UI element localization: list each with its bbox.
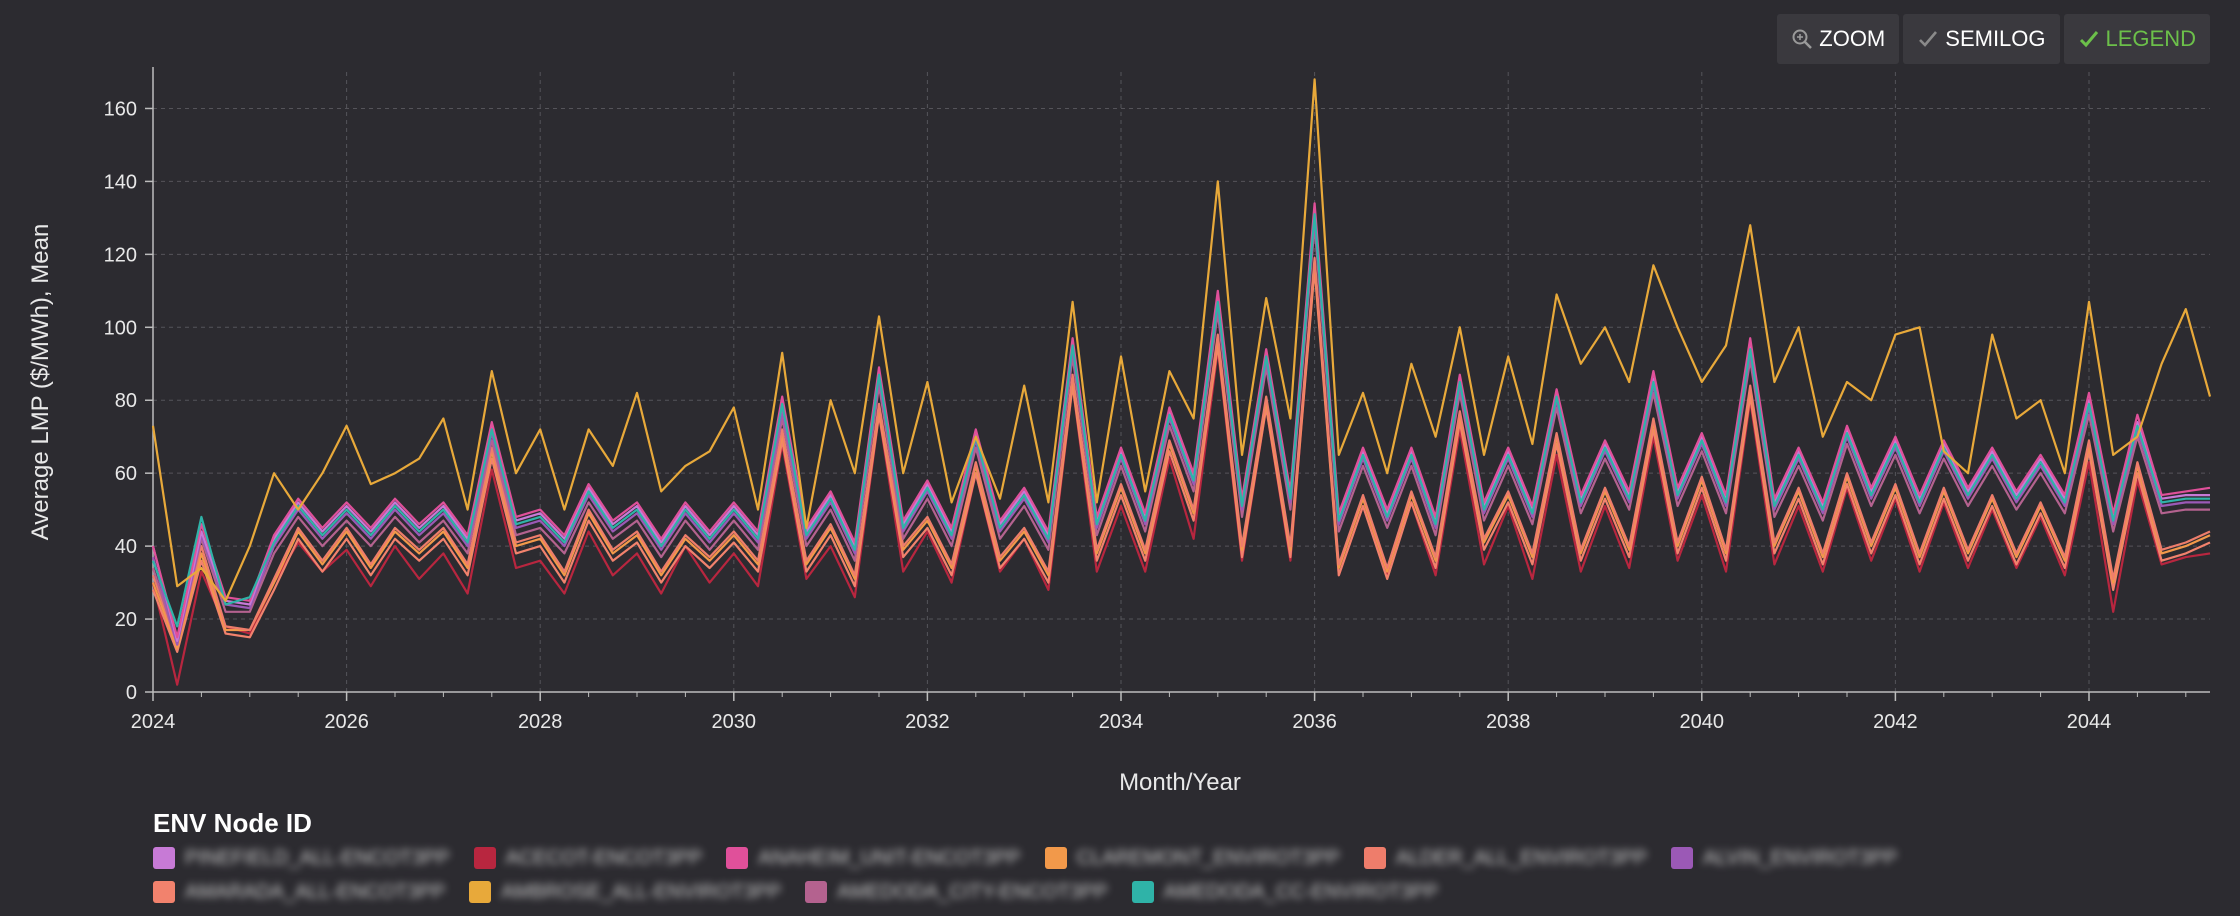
x-tick-label: 2024 xyxy=(131,711,176,733)
x-tick-label: 2030 xyxy=(712,711,757,733)
legend-item-label: ANAHEIM_UNIT-ENCOT3PP xyxy=(758,846,1021,869)
y-tick-label: 80 xyxy=(115,390,137,412)
legend-swatch xyxy=(1131,881,1154,903)
semilog-label: SEMILOG xyxy=(1945,26,2046,51)
legend-item[interactable]: ALVIN_ENVIROT3PP xyxy=(1671,845,1897,871)
legend-item[interactable]: ALDER_ALL_ENVIROT3PP xyxy=(1363,845,1648,871)
legend-item-label: ACECOT-ENCOT3PP xyxy=(505,846,703,869)
y-axis-label: Average LMP ($/MWh), Mean xyxy=(27,224,54,541)
series-line-8[interactable] xyxy=(151,224,2210,646)
chart-toolbar: ZOOM SEMILOG LEGEND xyxy=(1777,14,2210,64)
legend-swatch xyxy=(153,847,175,869)
legend-swatch xyxy=(726,847,749,869)
legend-swatch xyxy=(805,881,828,903)
legend-swatch xyxy=(153,881,175,903)
y-tick-label: 40 xyxy=(115,536,137,558)
legend-item-label: AMARADA_ALL-ENCOT3PP xyxy=(185,880,446,903)
x-tick-label: 2040 xyxy=(1680,711,1725,733)
series-line-0[interactable] xyxy=(151,209,2210,643)
legend-item-label: ALDER_ALL_ENVIROT3PP xyxy=(1395,846,1648,869)
series-line-4[interactable] xyxy=(151,256,2211,646)
legend-item-label: ALVIN_ENVIROT3PP xyxy=(1703,846,1898,869)
zoom-icon xyxy=(1791,28,1813,50)
legend-swatch xyxy=(469,881,492,903)
legend: ENV Node ID PINEFIELD_ALL-ENCOT3PP ACECOT… xyxy=(153,808,2103,905)
x-tick-label: 2044 xyxy=(2067,711,2112,733)
legend-item-label: PINEFIELD_ALL-ENCOT3PP xyxy=(185,846,450,869)
checkmark-icon xyxy=(1917,28,1939,50)
x-tick-label: 2036 xyxy=(1292,711,1337,733)
legend-item[interactable]: AMARADA_ALL-ENCOT3PP xyxy=(153,879,445,905)
x-tick-label: 2034 xyxy=(1099,711,1144,733)
x-tick-label: 2042 xyxy=(1873,711,1918,733)
grid-lines xyxy=(153,72,2210,692)
legend-swatch xyxy=(473,847,496,869)
x-tick-label: 2038 xyxy=(1486,711,1531,733)
y-tick-label: 100 xyxy=(104,317,137,339)
legend-item[interactable]: PINEFIELD_ALL-ENCOT3PP xyxy=(153,845,450,871)
legend-item-label: AMEDODA_CITY-ENCOT3PP xyxy=(837,880,1108,903)
zoom-label: ZOOM xyxy=(1819,26,1886,51)
series-line-7[interactable] xyxy=(151,78,2212,602)
series-line-6[interactable] xyxy=(151,267,2211,654)
legend-item[interactable]: ANAHEIM_UNIT-ENCOT3PP xyxy=(726,845,1021,871)
x-tick-label: 2028 xyxy=(518,711,563,733)
series-line-9[interactable] xyxy=(151,213,2210,628)
legend-item-label: CLAREMONT_ENVIROT3PP xyxy=(1076,846,1340,869)
checkmark-icon xyxy=(2078,28,2100,50)
x-axis-label: Month/Year xyxy=(1119,769,1241,796)
legend-items: PINEFIELD_ALL-ENCOT3PP ACECOT-ENCOT3PP ANA… xyxy=(153,845,2103,905)
legend-item-label: AMBROSE_ALL-ENVIROT3PP xyxy=(501,880,782,903)
y-tick-label: 20 xyxy=(115,609,137,631)
zoom-button[interactable]: ZOOM xyxy=(1777,14,1900,64)
x-tick-label: 2032 xyxy=(905,711,950,733)
legend-item[interactable]: ACECOT-ENCOT3PP xyxy=(473,845,703,871)
legend-swatch xyxy=(1044,847,1067,869)
semilog-button[interactable]: SEMILOG xyxy=(1903,14,2060,64)
y-tick-label: 120 xyxy=(104,244,137,266)
legend-toggle-button[interactable]: LEGEND xyxy=(2063,14,2210,64)
y-tick-label: 60 xyxy=(115,463,137,485)
series-line-2[interactable] xyxy=(151,202,2211,639)
legend-toggle-label: LEGEND xyxy=(2105,26,2196,51)
legend-swatch xyxy=(1363,847,1386,869)
x-tick-label: 2026 xyxy=(324,711,369,733)
legend-item[interactable]: AMEDODA_CITY-ENCOT3PP xyxy=(805,879,1108,905)
series-line-5[interactable] xyxy=(151,216,2210,646)
y-tick-label: 140 xyxy=(104,171,137,193)
series-lines xyxy=(151,78,2212,686)
series-line-1[interactable] xyxy=(151,264,2211,686)
legend-item[interactable]: AMBROSE_ALL-ENVIROT3PP xyxy=(469,879,781,905)
y-tick-label: 0 xyxy=(126,682,137,704)
legend-item[interactable]: AMEDODA_CC-ENVIROT3PP xyxy=(1131,879,1439,905)
legend-title: ENV Node ID xyxy=(153,808,312,838)
y-tick-label: 160 xyxy=(104,98,137,120)
legend-item[interactable]: CLAREMONT_ENVIROT3PP xyxy=(1044,845,1340,871)
legend-swatch xyxy=(1671,847,1694,869)
legend-item-label: AMEDODA_CC-ENVIROT3PP xyxy=(1163,880,1439,903)
